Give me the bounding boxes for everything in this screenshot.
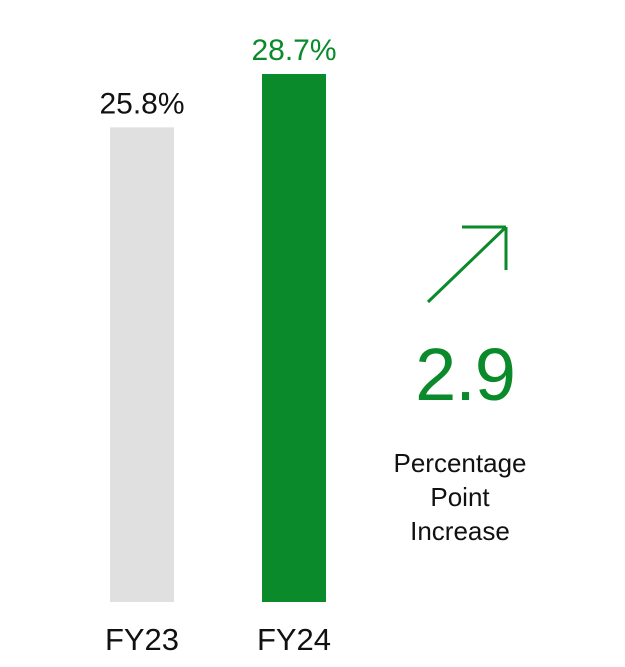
callout-caption-line: Increase bbox=[410, 516, 510, 546]
bars-layer bbox=[110, 74, 326, 602]
bar-fy24 bbox=[262, 74, 326, 602]
callout-caption-line: Point bbox=[430, 482, 490, 512]
callout-caption: Percentage Point Increase bbox=[360, 446, 560, 548]
bar-fy23 bbox=[110, 127, 174, 602]
callout-value: 2.9 bbox=[415, 333, 516, 416]
category-label: FY23 bbox=[105, 622, 179, 657]
callout-caption-line: Percentage bbox=[393, 448, 527, 478]
category-label: FY24 bbox=[257, 622, 331, 657]
data-label: 25.8% bbox=[99, 87, 184, 120]
data-label: 28.7% bbox=[251, 34, 336, 67]
arrow-up-right-icon bbox=[426, 225, 508, 304]
labels-layer: 25.8% FY23 28.7% FY24 bbox=[99, 34, 336, 657]
